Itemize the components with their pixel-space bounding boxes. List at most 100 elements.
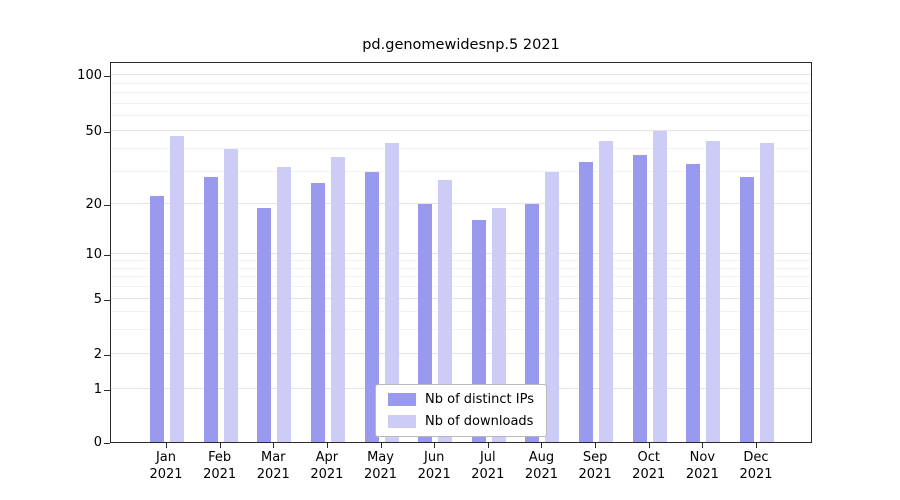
x-tick-mark	[219, 443, 221, 448]
legend-label: Nb of distinct IPs	[425, 392, 534, 407]
y-tick-mark	[104, 443, 110, 444]
y-tick-mark	[104, 132, 110, 133]
bar-distinct-ips-aug	[525, 204, 540, 442]
y-tick-label: 100	[77, 68, 102, 83]
gridline-minor	[111, 147, 811, 149]
bar-downloads-dec	[760, 143, 774, 442]
gridline-major	[111, 130, 811, 131]
y-tick-label: 10	[85, 247, 102, 262]
x-tick-month: Aug	[528, 450, 555, 465]
x-tick-mark	[380, 443, 382, 448]
x-tick-month: Nov	[689, 450, 716, 465]
bar-distinct-ips-jun	[418, 204, 433, 442]
plot-area: Nb of distinct IPs Nb of downloads	[110, 62, 812, 443]
y-tick-label: 2	[93, 347, 102, 362]
x-tick-year: 2021	[685, 466, 719, 482]
legend-entry-distinct-ips: Nb of distinct IPs	[388, 392, 534, 407]
bar-downloads-mar	[277, 166, 292, 442]
x-tick-year: 2021	[256, 466, 290, 482]
bar-distinct-ips-jan	[150, 196, 164, 442]
chart-title: pd.genomewidesnp.5 2021	[362, 37, 560, 53]
x-tick-year: 2021	[632, 466, 666, 482]
x-tick-label-jan: Jan 2021	[134, 450, 198, 484]
bar-downloads-nov	[706, 141, 721, 442]
gridline-minor	[111, 259, 811, 261]
gridline-minor	[111, 311, 811, 313]
gridline-major	[111, 298, 811, 299]
x-tick-year: 2021	[417, 466, 451, 482]
x-tick-label-aug: Aug 2021	[509, 450, 573, 484]
x-tick-month: Dec	[743, 450, 769, 465]
gridline-minor	[111, 276, 811, 278]
x-tick-mark	[648, 443, 650, 448]
gridline-major	[111, 253, 811, 254]
y-tick-label: 1	[93, 382, 102, 397]
x-tick-mark	[487, 443, 489, 448]
legend-swatch	[388, 393, 417, 406]
y-tick-mark	[104, 205, 110, 206]
y-tick-label: 5	[93, 292, 102, 307]
x-tick-year: 2021	[310, 466, 344, 482]
legend-entry-downloads: Nb of downloads	[388, 414, 534, 429]
gridline-major	[111, 74, 811, 75]
x-tick-year: 2021	[471, 466, 505, 482]
x-tick-label-dec: Dec 2021	[724, 450, 788, 484]
bar-downloads-jan	[170, 135, 184, 442]
y-tick-mark	[104, 355, 110, 356]
x-tick-month: Mar	[261, 450, 286, 465]
bar-downloads-feb	[223, 148, 238, 442]
x-tick-label-sep: Sep 2021	[563, 450, 627, 484]
x-tick-month: Oct	[637, 450, 660, 465]
x-tick-label-oct: Oct 2021	[617, 450, 681, 484]
x-tick-label-may: May 2021	[349, 450, 413, 484]
gridline-minor	[111, 82, 811, 84]
bar-distinct-ips-mar	[257, 207, 272, 442]
y-tick-mark	[104, 390, 110, 391]
gridline-minor	[111, 102, 811, 104]
bar-distinct-ips-nov	[686, 164, 701, 442]
x-tick-month: Feb	[208, 450, 232, 465]
x-tick-label-mar: Mar 2021	[241, 450, 305, 484]
x-tick-mark	[326, 443, 328, 448]
x-tick-mark	[756, 443, 757, 448]
gridline-minor	[111, 115, 811, 117]
y-tick-mark	[104, 76, 110, 77]
y-tick-label: 20	[85, 197, 102, 212]
x-tick-label-feb: Feb 2021	[188, 450, 252, 484]
gridline-major	[111, 353, 811, 354]
gridline-minor	[111, 267, 811, 269]
gridline-minor	[111, 92, 811, 94]
bar-downloads-sep	[599, 141, 614, 442]
x-tick-year: 2021	[524, 466, 558, 482]
x-tick-month: Jun	[424, 450, 445, 465]
bar-downloads-may	[384, 143, 399, 442]
x-tick-year: 2021	[739, 466, 773, 482]
x-tick-month: Jul	[479, 450, 496, 465]
gridline-minor	[111, 170, 811, 172]
legend-swatch	[388, 415, 417, 428]
gridline-major	[111, 203, 811, 204]
x-tick-mark	[541, 443, 543, 448]
bar-distinct-ips-feb	[203, 177, 218, 442]
x-tick-year: 2021	[203, 466, 237, 482]
bar-downloads-jul	[491, 207, 506, 442]
x-tick-month: Jan	[155, 450, 177, 465]
x-tick-mark	[166, 443, 167, 448]
y-tick-label: 0	[93, 435, 102, 450]
y-tick-label: 50	[85, 124, 102, 139]
x-tick-month: May	[367, 450, 394, 465]
bar-distinct-ips-may	[364, 171, 379, 442]
x-tick-label-apr: Apr 2021	[295, 450, 359, 484]
x-tick-mark	[273, 443, 275, 448]
legend: Nb of distinct IPs Nb of downloads	[375, 384, 547, 437]
x-tick-year: 2021	[363, 466, 398, 482]
bar-distinct-ips-dec	[740, 177, 754, 442]
bar-downloads-oct	[652, 131, 667, 442]
bar-distinct-ips-apr	[310, 183, 325, 442]
bar-downloads-apr	[330, 157, 345, 442]
x-tick-mark	[595, 443, 597, 448]
y-tick-mark	[104, 300, 110, 301]
bar-distinct-ips-oct	[632, 155, 647, 442]
bar-downloads-aug	[545, 171, 560, 442]
